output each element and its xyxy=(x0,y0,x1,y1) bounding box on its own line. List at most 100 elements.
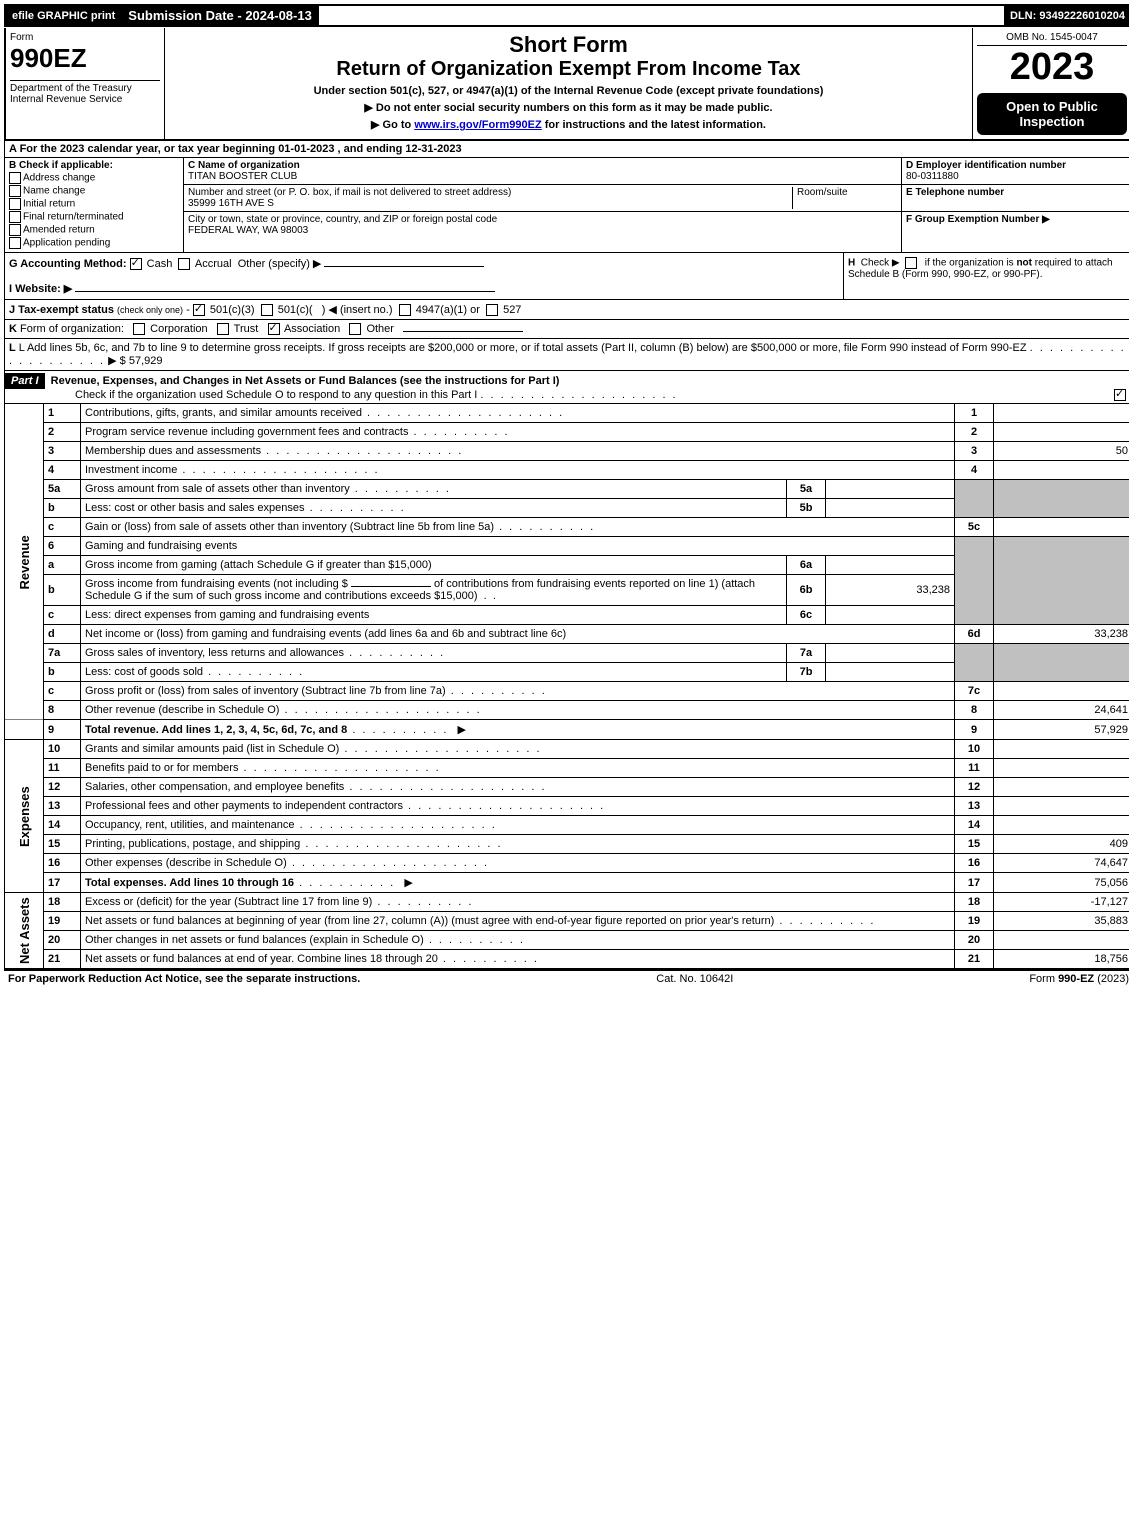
corporation-checkbox[interactable] xyxy=(133,323,145,335)
ein-value: 80-0311880 xyxy=(906,171,959,182)
line-7b-desc: Less: cost of goods sold xyxy=(81,663,787,682)
other-org-checkbox[interactable] xyxy=(349,323,361,335)
line-6d-val: 33,238 xyxy=(994,625,1129,644)
website-input[interactable] xyxy=(75,291,495,292)
line-8-val: 24,641 xyxy=(994,701,1129,720)
other-specify-input[interactable] xyxy=(324,266,484,267)
check-initial-return[interactable]: Initial return xyxy=(9,198,179,210)
line-18-val: -17,127 xyxy=(994,893,1129,912)
line-18-num: 18 xyxy=(955,893,994,912)
irs-link[interactable]: www.irs.gov/Form990EZ xyxy=(414,119,541,131)
line-21-desc: Net assets or fund balances at end of ye… xyxy=(81,950,955,969)
org-name-cell: C Name of organization TITAN BOOSTER CLU… xyxy=(184,158,901,185)
line-11-desc: Benefits paid to or for members xyxy=(81,759,955,778)
line-15-val: 409 xyxy=(994,835,1129,854)
line-2-desc: Program service revenue including govern… xyxy=(81,423,955,442)
dln-label: DLN: 93492226010204 xyxy=(1004,6,1129,25)
line-2-val xyxy=(994,423,1129,442)
line-6c-no: c xyxy=(44,606,81,625)
check-amended-return[interactable]: Amended return xyxy=(9,224,179,236)
line-5b-subval xyxy=(826,499,955,518)
line-7c-num: 7c xyxy=(955,682,994,701)
line-6a-subval xyxy=(826,556,955,575)
street-row: Number and street (or P. O. box, if mail… xyxy=(184,185,901,212)
line-3-val: 50 xyxy=(994,442,1129,461)
line-7c-val xyxy=(994,682,1129,701)
line-19-desc: Net assets or fund balances at beginning… xyxy=(81,912,955,931)
accrual-checkbox[interactable] xyxy=(178,258,190,270)
page-footer: For Paperwork Reduction Act Notice, see … xyxy=(4,969,1129,987)
line-16-num: 16 xyxy=(955,854,994,873)
cash-label: Cash xyxy=(147,258,173,270)
527-checkbox[interactable] xyxy=(486,304,498,316)
trust-checkbox[interactable] xyxy=(217,323,229,335)
cash-checkbox[interactable] xyxy=(130,258,142,270)
line-6b-sublabel: 6b xyxy=(787,575,826,606)
line-6b-desc: Gross income from fundraising events (no… xyxy=(81,575,787,606)
line-6a-desc: Gross income from gaming (attach Schedul… xyxy=(81,556,787,575)
line-18-desc: Excess or (deficit) for the year (Subtra… xyxy=(81,893,955,912)
org-name-value: TITAN BOOSTER CLUB xyxy=(188,171,297,182)
line-2-no: 2 xyxy=(44,423,81,442)
ein-label: D Employer identification number xyxy=(906,160,1066,171)
efile-label[interactable]: efile GRAPHIC print xyxy=(6,6,122,25)
501c3-checkbox[interactable] xyxy=(193,304,205,316)
line-6b-contrib-input[interactable] xyxy=(351,586,431,587)
check-final-return[interactable]: Final return/terminated xyxy=(9,211,179,223)
line-4-val xyxy=(994,461,1129,480)
line-8-desc: Other revenue (describe in Schedule O) xyxy=(81,701,955,720)
column-b-checkboxes: B Check if applicable: Address change Na… xyxy=(5,158,184,252)
line-2-num: 2 xyxy=(955,423,994,442)
line-13-no: 13 xyxy=(44,797,81,816)
line-8-no: 8 xyxy=(44,701,81,720)
part-1-title: Revenue, Expenses, and Changes in Net As… xyxy=(51,375,560,387)
line-5c-num: 5c xyxy=(955,518,994,537)
line-3-num: 3 xyxy=(955,442,994,461)
info-grid: B Check if applicable: Address change Na… xyxy=(4,158,1129,253)
form-header: Form 990EZ Department of the Treasury In… xyxy=(4,28,1129,141)
association-checkbox[interactable] xyxy=(268,323,280,335)
check-name-change[interactable]: Name change xyxy=(9,185,179,197)
row-j: J Tax-exempt status (check only one) - 5… xyxy=(4,300,1129,320)
line-20-num: 20 xyxy=(955,931,994,950)
street-label: Number and street (or P. O. box, if mail… xyxy=(188,187,511,198)
line-7a-desc: Gross sales of inventory, less returns a… xyxy=(81,644,787,663)
line-19-no: 19 xyxy=(44,912,81,931)
check-application-pending[interactable]: Application pending xyxy=(9,237,179,249)
line-17-val: 75,056 xyxy=(994,873,1129,893)
goto-link-row: ▶ Go to www.irs.gov/Form990EZ for instru… xyxy=(173,118,964,131)
line-7a-no: 7a xyxy=(44,644,81,663)
check-address-change[interactable]: Address change xyxy=(9,172,179,184)
4947-checkbox[interactable] xyxy=(399,304,411,316)
line-12-num: 12 xyxy=(955,778,994,797)
line-6d-no: d xyxy=(44,625,81,644)
line-12-no: 12 xyxy=(44,778,81,797)
netassets-side-label: Net Assets xyxy=(5,893,44,969)
line-10-no: 10 xyxy=(44,740,81,759)
line-16-no: 16 xyxy=(44,854,81,873)
footer-right: Form 990-EZ (2023) xyxy=(1029,973,1129,985)
schedule-b-checkbox[interactable] xyxy=(905,257,917,269)
line-9-val: 57,929 xyxy=(994,720,1129,740)
accrual-label: Accrual xyxy=(195,258,232,270)
line-5c-val xyxy=(994,518,1129,537)
line-21-no: 21 xyxy=(44,950,81,969)
line-1-val xyxy=(994,404,1129,423)
line-14-no: 14 xyxy=(44,816,81,835)
line-19-val: 35,883 xyxy=(994,912,1129,931)
line-4-num: 4 xyxy=(955,461,994,480)
header-right: OMB No. 1545-0047 2023 Open to Public In… xyxy=(972,28,1129,139)
line-13-num: 13 xyxy=(955,797,994,816)
other-org-input[interactable] xyxy=(403,331,523,332)
row-l-arrow: ▶ $ xyxy=(108,355,126,367)
line-10-val xyxy=(994,740,1129,759)
line-21-val: 18,756 xyxy=(994,950,1129,969)
line-6b-no: b xyxy=(44,575,81,606)
telephone-label: E Telephone number xyxy=(906,187,1004,198)
schedule-o-checkbox[interactable] xyxy=(1114,389,1126,401)
omb-number: OMB No. 1545-0047 xyxy=(977,32,1127,46)
line-13-desc: Professional fees and other payments to … xyxy=(81,797,955,816)
open-to-public: Open to Public Inspection xyxy=(977,93,1127,135)
line-21-num: 21 xyxy=(955,950,994,969)
501c-checkbox[interactable] xyxy=(261,304,273,316)
